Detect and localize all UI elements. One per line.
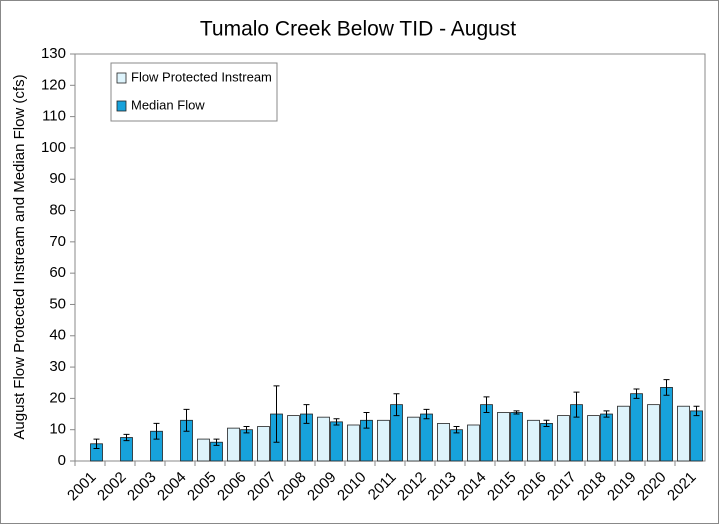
error-bar bbox=[543, 419, 550, 428]
legend-swatch bbox=[116, 72, 127, 84]
error-bar bbox=[213, 438, 220, 446]
bar bbox=[617, 405, 630, 462]
bar bbox=[330, 421, 343, 462]
bar bbox=[630, 393, 643, 462]
bar bbox=[557, 415, 570, 462]
y-tick-label: 80 bbox=[49, 202, 66, 219]
y-tick-label: 100 bbox=[41, 139, 66, 156]
bar bbox=[510, 412, 523, 462]
bar bbox=[240, 429, 253, 462]
error-bar bbox=[243, 426, 250, 434]
legend-label: Median Flow bbox=[131, 97, 205, 112]
legend-swatch bbox=[116, 100, 127, 112]
error-bar bbox=[183, 408, 190, 432]
y-axis-label: August Flow Protected Instream and Media… bbox=[11, 74, 28, 439]
bar bbox=[197, 438, 210, 462]
bar bbox=[647, 404, 660, 462]
bar bbox=[317, 416, 330, 462]
bar bbox=[450, 429, 463, 462]
error-bar bbox=[663, 379, 670, 396]
y-tick-label: 20 bbox=[49, 389, 66, 406]
y-tick-label: 60 bbox=[49, 264, 66, 281]
bar bbox=[497, 412, 510, 462]
error-bar bbox=[573, 391, 580, 418]
bar bbox=[347, 424, 360, 462]
y-tick-label: 40 bbox=[49, 327, 66, 344]
error-bar bbox=[123, 433, 130, 442]
error-bar bbox=[273, 385, 280, 443]
y-tick-label: 130 bbox=[41, 45, 66, 62]
error-bar bbox=[633, 388, 640, 399]
bar bbox=[377, 419, 390, 462]
y-tick-label: 90 bbox=[49, 170, 66, 187]
error-bar bbox=[453, 426, 460, 434]
bar bbox=[287, 415, 300, 462]
error-bar bbox=[93, 438, 100, 449]
error-bar bbox=[603, 410, 610, 418]
bar bbox=[407, 416, 420, 462]
bar bbox=[540, 423, 553, 462]
error-bar bbox=[303, 404, 310, 424]
error-bar bbox=[423, 408, 430, 420]
bar bbox=[587, 415, 600, 462]
bar bbox=[257, 426, 270, 462]
bar bbox=[527, 419, 540, 462]
error-bar bbox=[333, 418, 340, 426]
y-tick-label: 30 bbox=[49, 358, 66, 375]
y-tick-label: 70 bbox=[49, 233, 66, 250]
y-tick-label: 0 bbox=[58, 452, 66, 469]
y-tick-label: 10 bbox=[49, 421, 66, 438]
error-bar bbox=[153, 422, 160, 440]
bar bbox=[227, 427, 240, 462]
bar bbox=[420, 413, 433, 462]
chart-title: Tumalo Creek Below TID - August bbox=[200, 18, 516, 41]
error-bar bbox=[483, 396, 490, 413]
y-tick-label: 120 bbox=[41, 76, 66, 93]
error-bar bbox=[363, 411, 370, 429]
error-bar bbox=[693, 405, 700, 417]
legend-label: Flow Protected Instream bbox=[131, 69, 272, 84]
bar bbox=[690, 410, 703, 462]
bar bbox=[660, 387, 673, 462]
bar bbox=[600, 413, 613, 462]
bar bbox=[437, 423, 450, 462]
y-tick-label: 50 bbox=[49, 295, 66, 312]
bar bbox=[467, 424, 480, 462]
error-bar bbox=[513, 410, 520, 415]
legend-frame bbox=[110, 62, 278, 122]
error-bar bbox=[393, 393, 400, 417]
plot-area bbox=[74, 53, 706, 462]
bar bbox=[480, 404, 493, 462]
y-tick-label: 110 bbox=[42, 108, 66, 125]
bar bbox=[677, 405, 690, 462]
